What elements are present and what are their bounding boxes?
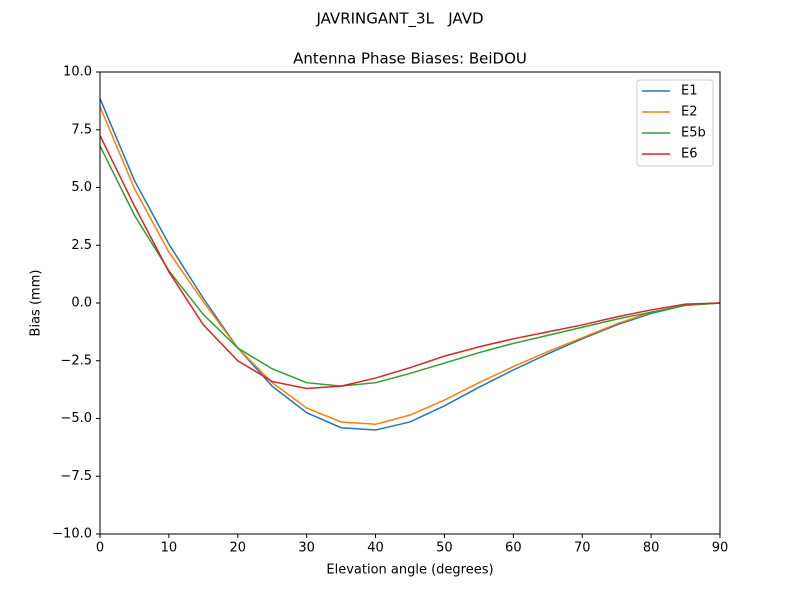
x-tick-label: 60 <box>505 541 522 556</box>
y-tick-label: −7.5 <box>60 469 92 484</box>
x-tick-label: 50 <box>436 541 453 556</box>
suptitle: JAVRINGANT_3L JAVD <box>315 10 483 29</box>
legend-label: E5b <box>681 126 706 141</box>
y-tick-label: 5.0 <box>71 180 92 195</box>
x-tick-label: 20 <box>230 541 247 556</box>
legend-label: E2 <box>681 105 698 120</box>
legend-label: E6 <box>681 147 698 162</box>
x-tick-label: 80 <box>643 541 660 556</box>
x-tick-label: 30 <box>298 541 315 556</box>
y-tick-label: 0.0 <box>71 296 92 311</box>
y-tick-label: −5.0 <box>60 411 92 426</box>
x-axis-label: Elevation angle (degrees) <box>326 563 493 578</box>
legend-label: E1 <box>681 84 698 99</box>
line-series <box>99 145 721 387</box>
plot-frame <box>99 71 721 535</box>
y-tick-label: −10.0 <box>52 527 92 542</box>
y-tick-label: −2.5 <box>60 353 92 368</box>
line-series <box>99 98 721 431</box>
y-axis-label: Bias (mm) <box>29 270 44 337</box>
chart-title: Antenna Phase Biases: BeiDOU <box>293 50 527 68</box>
y-tick-label: 10.0 <box>63 65 92 80</box>
y-tick-label: 2.5 <box>71 238 92 253</box>
x-tick-label: 70 <box>574 541 591 556</box>
x-tick-label: 40 <box>367 541 384 556</box>
line-series <box>99 106 721 426</box>
x-tick-label: 0 <box>96 541 104 556</box>
line-series <box>99 135 721 390</box>
x-tick-label: 90 <box>712 541 729 556</box>
legend-box <box>636 79 714 167</box>
x-tick-label: 10 <box>161 541 178 556</box>
y-tick-label: 7.5 <box>71 122 92 137</box>
